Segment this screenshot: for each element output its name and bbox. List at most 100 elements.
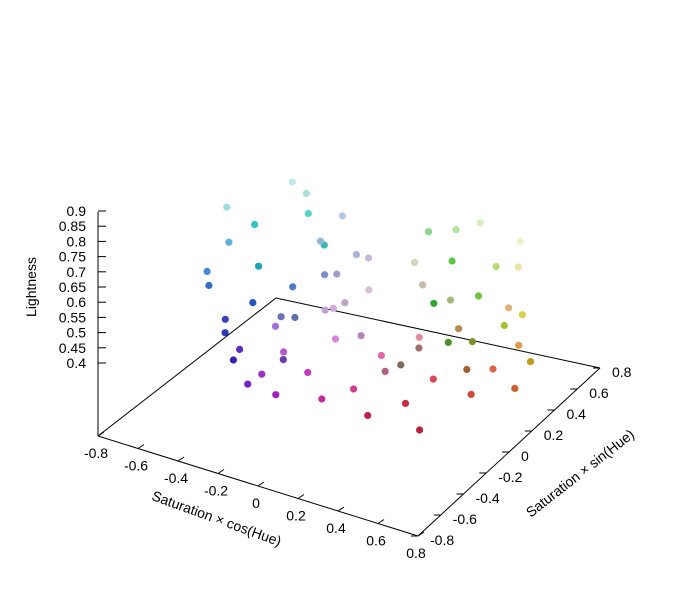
data-point (516, 237, 524, 246)
data-point (468, 338, 476, 346)
data-point (258, 370, 266, 378)
data-point (223, 203, 231, 211)
base-back-left-edge (97, 297, 277, 437)
z-tick-label: 0.55 (59, 309, 86, 325)
x-tick-mark (137, 444, 145, 449)
data-point (221, 329, 229, 337)
data-point (289, 283, 297, 291)
data-point (321, 306, 329, 314)
data-point (424, 228, 433, 236)
data-points (203, 178, 535, 434)
data-point (467, 390, 475, 398)
axes (97, 210, 601, 537)
data-point (221, 315, 229, 323)
x-tick-mark (257, 481, 265, 487)
z-tick-label: 0.85 (59, 218, 86, 234)
y-tick-label: 0.6 (589, 385, 609, 401)
z-tick-label: 0.8 (67, 233, 87, 249)
data-point (365, 254, 373, 262)
y-tick-label: -0.8 (430, 532, 454, 548)
data-point (329, 304, 337, 312)
data-point (318, 395, 326, 403)
data-point (203, 267, 211, 275)
data-point (452, 226, 460, 234)
data-point (416, 426, 424, 434)
data-point (463, 365, 471, 374)
z-tick-label: 0.7 (67, 264, 87, 280)
data-point (518, 311, 527, 319)
data-point (377, 351, 385, 360)
data-point (415, 344, 423, 352)
data-point (505, 304, 513, 312)
data-point (244, 380, 252, 388)
y-tick-label: 0.2 (544, 427, 564, 443)
data-point (279, 356, 287, 364)
data-point (419, 281, 427, 289)
y-tick-label: 0.4 (567, 406, 587, 422)
x-tick-label: -0.2 (204, 483, 228, 499)
z-tick-label: 0.5 (67, 325, 87, 341)
data-point (381, 367, 389, 375)
x-tick-mark (97, 431, 105, 437)
x-tick-mark (417, 531, 425, 537)
data-point (500, 321, 508, 330)
y-axis-title: Saturation × sin(Hue) (523, 426, 637, 520)
x-tick-mark (377, 519, 385, 524)
data-point (331, 335, 340, 343)
x-tick-label: 0.6 (366, 533, 386, 549)
z-tick-label: 0.9 (67, 203, 87, 219)
data-point (444, 338, 452, 346)
x-tick-label: 0 (252, 495, 260, 511)
data-point (302, 189, 310, 197)
x-tick-mark (177, 456, 185, 462)
data-point (352, 251, 360, 259)
z-tick-label: 0.4 (67, 355, 87, 371)
x-tick-label: -0.6 (124, 458, 148, 474)
tick-labels: 0.40.450.50.550.60.650.70.750.80.850.9-0… (59, 203, 632, 561)
data-point (364, 411, 372, 420)
y-tick-label: 0 (521, 448, 529, 464)
data-point (255, 262, 263, 270)
x-tick-mark (297, 494, 305, 499)
z-tick-label: 0.65 (59, 279, 86, 295)
x-tick-label: 0.8 (406, 545, 426, 561)
data-point (280, 348, 288, 356)
data-point (455, 325, 463, 333)
x-tick-mark (337, 506, 345, 512)
z-axis-title: Lightness (23, 257, 39, 317)
x-tick-label: 0.2 (286, 508, 306, 524)
data-point (476, 219, 484, 227)
z-tick-label: 0.45 (59, 340, 86, 356)
data-point (448, 257, 456, 265)
data-point (446, 296, 455, 304)
data-point (304, 368, 312, 377)
data-point (429, 375, 437, 383)
y-tick-label: 0.8 (612, 364, 632, 380)
data-point (397, 361, 405, 369)
data-point (229, 356, 237, 364)
data-point (288, 178, 296, 186)
data-point (291, 313, 299, 322)
data-point (492, 262, 500, 271)
data-point (338, 212, 346, 220)
y-tick-label: -0.6 (453, 511, 477, 527)
data-point (271, 322, 280, 330)
y-tick-label: -0.4 (476, 490, 500, 506)
data-point (511, 384, 519, 392)
data-point (225, 238, 233, 246)
data-point (321, 271, 329, 279)
data-point (272, 391, 280, 399)
data-point (411, 258, 419, 266)
z-tick-label: 0.75 (59, 249, 86, 265)
data-point (333, 270, 341, 278)
data-point (251, 220, 259, 229)
data-point (515, 341, 523, 349)
y-tick-label: -0.2 (498, 469, 522, 485)
data-point (526, 358, 535, 366)
data-point (474, 292, 483, 300)
x-tick-label: -0.4 (164, 470, 188, 486)
data-point (489, 365, 497, 373)
data-point (236, 345, 244, 353)
x-tick-label: 0.4 (326, 520, 346, 536)
